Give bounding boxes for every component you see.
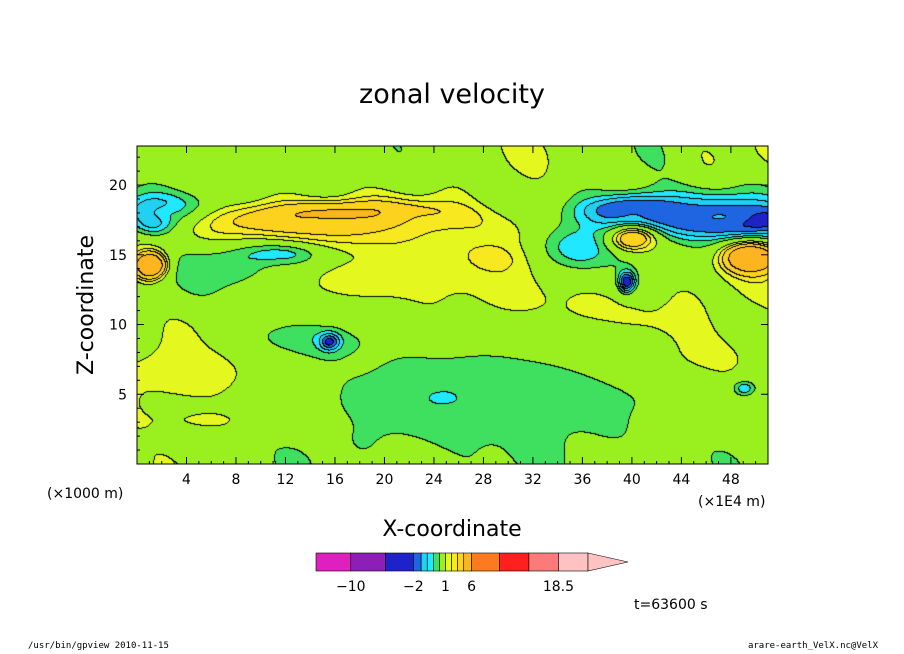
x-tick-label-9: 40 [623, 472, 641, 488]
x-tick-label-5: 24 [425, 472, 443, 488]
colorbar-tick-label-2: 1 [441, 579, 450, 595]
y-tick-label-3: 20 [109, 178, 127, 194]
velocity-field [137, 146, 768, 464]
y-axis-label: Z-coordinate [74, 235, 99, 375]
colorbar-swatch-5 [426, 552, 434, 572]
colorbar-swatch-8 [445, 552, 452, 572]
colorbar-tick-label-3: 6 [467, 579, 476, 595]
footer-right: arare-earth_VelX.nc@VelX [747, 641, 878, 651]
colorbar-tick-label-4: 18.5 [543, 579, 574, 595]
x-tick-label-2: 12 [277, 472, 295, 488]
x-tick-label-8: 36 [573, 472, 591, 488]
colorbar-swatch-4 [420, 552, 428, 572]
x-tick-label-0: 4 [182, 472, 191, 488]
plot-area [136, 145, 769, 465]
x-tick-label-7: 32 [524, 472, 542, 488]
plot-frame [136, 145, 769, 465]
colorbar-swatch-10 [457, 552, 465, 572]
x-tick-label-1: 8 [232, 472, 241, 488]
colorbar-swatch-1 [350, 552, 386, 572]
colorbar-tick-label-1: −2 [403, 579, 424, 595]
x-tick-label-3: 16 [326, 472, 344, 488]
y-tick-label-2: 15 [109, 248, 127, 264]
x-tick-label-6: 28 [475, 472, 493, 488]
x-tick-label-11: 48 [722, 472, 740, 488]
colorbar-swatch-9 [451, 552, 458, 572]
colorbar-arrow [587, 552, 629, 572]
colorbar [315, 552, 629, 572]
colorbar-swatch-15 [558, 552, 589, 572]
x-scale-note: (×1E4 m) [698, 494, 765, 510]
x-axis-ticks: 4 8 12 16 20 24 28 32 36 40 44 48 [148, 146, 757, 488]
colorbar-swatch-3 [413, 552, 422, 572]
x-tick-label-4: 20 [376, 472, 394, 488]
y-axis-ticks: 5 10 15 20 [109, 156, 768, 451]
colorbar-tick-label-0: −10 [336, 579, 366, 595]
colorbar-swatch-12 [471, 552, 500, 572]
x-unit-label: (×1000 m) [47, 486, 123, 502]
colorbar-swatch-11 [463, 552, 472, 572]
footer-left: /usr/bin/gpview 2010-11-15 [28, 641, 169, 651]
y-tick-label-0: 5 [118, 387, 127, 403]
colorbar-swatch-2 [385, 552, 414, 572]
chart-title: zonal velocity [359, 79, 545, 110]
colorbar-swatch-6 [433, 552, 440, 572]
colorbar-labels: −10 −2 1 6 18.5 [336, 579, 574, 595]
x-tick-label-10: 44 [672, 472, 690, 488]
colorbar-swatch-14 [528, 552, 559, 572]
x-axis-label: X-coordinate [382, 517, 521, 542]
y-tick-label-1: 10 [109, 318, 127, 334]
time-label: t=63600 s [634, 597, 708, 613]
colorbar-swatch-7 [439, 552, 446, 572]
colorbar-swatch-0 [315, 552, 352, 572]
colorbar-swatch-13 [499, 552, 530, 572]
